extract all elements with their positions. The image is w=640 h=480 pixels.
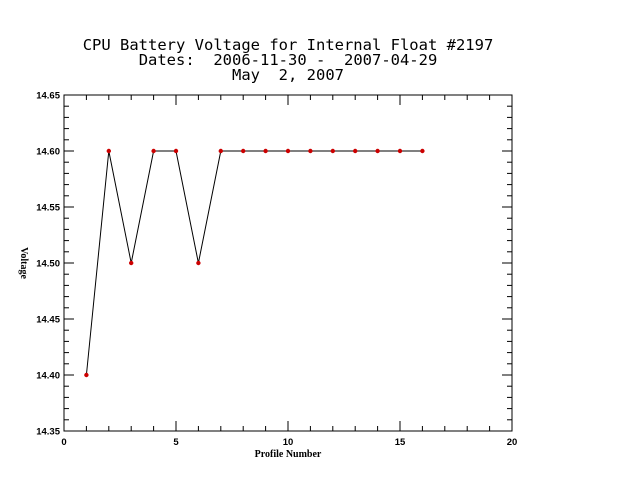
title-line-1: CPU Battery Voltage for Internal Float #… xyxy=(82,36,494,54)
title-line-2: Dates: 2006-11-30 - 2007-04-29 xyxy=(138,51,438,69)
data-point xyxy=(375,148,380,154)
y-tick-label: 14.40 xyxy=(36,371,60,382)
x-tick-label: 20 xyxy=(507,437,518,448)
data-point xyxy=(241,148,246,154)
y-tick-label: 14.55 xyxy=(36,203,60,214)
x-tick-label: 10 xyxy=(283,437,294,448)
data-point xyxy=(330,148,335,154)
data-point xyxy=(129,260,134,266)
data-point xyxy=(308,148,313,154)
y-tick-label: 14.35 xyxy=(36,427,60,438)
y-axis-label: Voltage xyxy=(18,247,29,279)
x-axis-label: Profile Number xyxy=(255,449,322,460)
x-tick-label: 0 xyxy=(61,437,66,448)
data-point xyxy=(106,148,112,154)
data-point xyxy=(420,148,425,154)
y-tick-label: 14.65 xyxy=(36,91,60,102)
data-point xyxy=(263,148,268,154)
y-tick-label: 14.50 xyxy=(36,259,60,270)
data-points xyxy=(84,148,425,378)
series-line xyxy=(85,150,423,376)
x-tick-label: 5 xyxy=(173,437,179,448)
data-point xyxy=(173,148,179,154)
title-line-3: May 2, 2007 xyxy=(232,66,344,84)
chart-title: CPU Battery Voltage for Internal Float #… xyxy=(0,36,576,84)
x-tick-label: 15 xyxy=(395,437,406,448)
axis-ticks: 0 5 10 15 20 14.35 14.40 14.45 14.50 14.55 14.60 14… xyxy=(36,91,517,449)
y-tick-label: 14.45 xyxy=(36,315,60,326)
data-point xyxy=(84,372,89,378)
data-point xyxy=(285,148,291,154)
data-point xyxy=(397,148,403,154)
y-tick-label: 14.60 xyxy=(36,147,60,158)
data-point xyxy=(151,148,156,154)
data-point xyxy=(353,148,358,154)
data-point xyxy=(218,148,223,154)
data-point xyxy=(196,260,201,266)
